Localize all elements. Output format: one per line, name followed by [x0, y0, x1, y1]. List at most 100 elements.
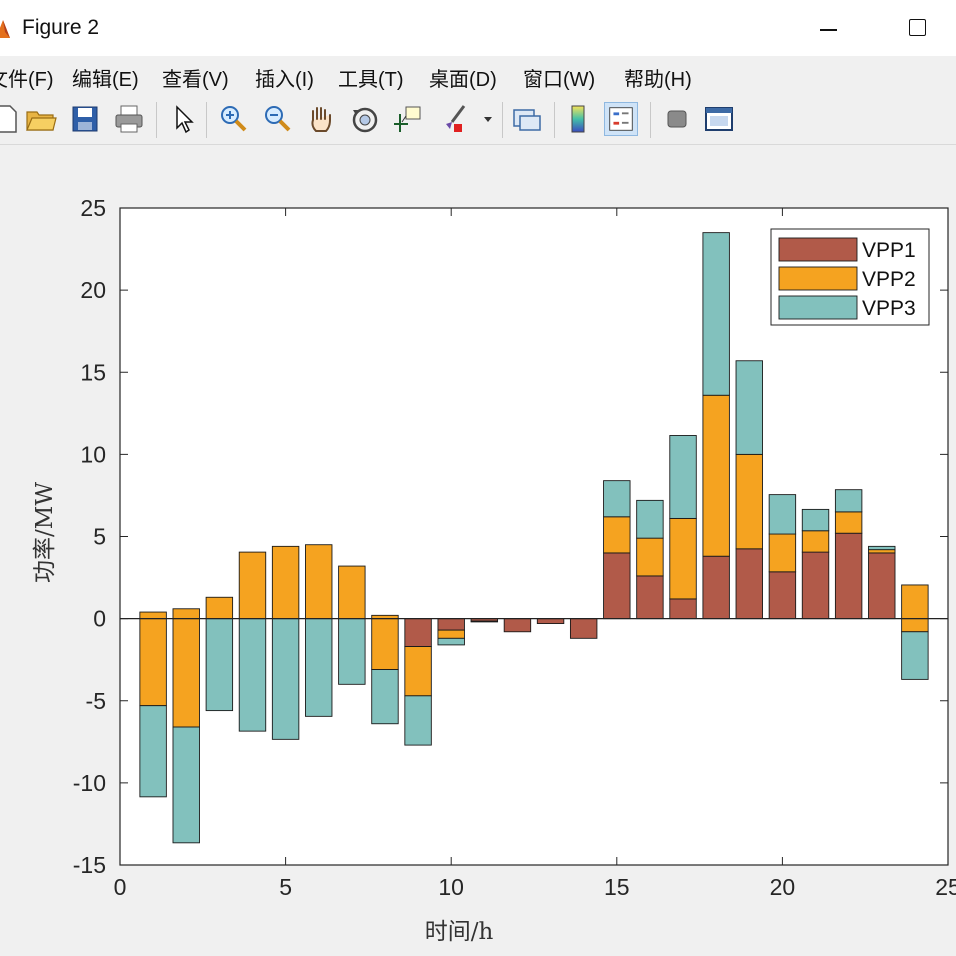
legend-swatch-vpp3 — [778, 295, 858, 320]
legend-swatch-vpp2 — [778, 266, 858, 291]
bar-vpp2 — [172, 608, 200, 620]
menu-tools[interactable]: 工具(T) — [338, 69, 404, 91]
bar-vpp1 — [768, 571, 797, 620]
x-tick-label: 10 — [438, 874, 464, 900]
hide-tools-icon[interactable] — [660, 102, 694, 136]
new-file-icon[interactable] — [0, 102, 22, 136]
window-title: Figure 2 — [22, 16, 100, 39]
bar-vpp3 — [404, 695, 432, 746]
x-axis-label: 时间/h — [425, 919, 494, 945]
bar-vpp2 — [768, 533, 797, 573]
legend-label-vpp1: VPP1 — [862, 239, 916, 262]
bar-vpp2 — [702, 394, 730, 557]
bar-vpp2 — [238, 551, 267, 620]
bar-vpp1 — [503, 618, 532, 633]
bar-vpp3 — [735, 360, 763, 455]
pan-hand-icon[interactable] — [304, 102, 338, 136]
bar-vpp3 — [669, 435, 697, 519]
bar-vpp1 — [669, 598, 697, 620]
bar-vpp3 — [603, 480, 631, 518]
bar-vpp3 — [470, 620, 499, 623]
zoom-out-icon[interactable] — [260, 102, 294, 136]
legend-swatch-vpp1 — [778, 237, 858, 262]
bar-vpp2 — [172, 618, 200, 728]
zoom-in-icon[interactable] — [216, 102, 250, 136]
x-tick-label: 15 — [604, 874, 630, 900]
bar-vpp1 — [868, 552, 896, 620]
legend-label-vpp2: VPP2 — [862, 268, 916, 291]
y-axis-label: 功率/MW — [32, 482, 58, 583]
bar-vpp1 — [801, 551, 830, 620]
bar-vpp2 — [305, 544, 333, 620]
colorbar-icon[interactable] — [562, 102, 596, 136]
menu-bar: 文件(F) 编辑(E) 查看(V) 插入(I) 工具(T) 桌面(D) 窗口(W… — [0, 56, 956, 96]
bar-vpp3 — [139, 705, 167, 798]
bar-vpp3 — [205, 618, 234, 712]
menu-view[interactable]: 查看(V) — [162, 69, 229, 91]
bar-vpp2 — [404, 646, 432, 697]
bar-vpp3 — [271, 618, 300, 740]
bar-vpp2 — [901, 618, 929, 633]
save-icon[interactable] — [68, 102, 102, 136]
x-tick-label: 5 — [279, 874, 292, 900]
bar-vpp2 — [338, 565, 366, 620]
y-tick-label: -15 — [73, 852, 106, 878]
y-tick-label: -10 — [73, 770, 106, 796]
legend-icon[interactable] — [604, 102, 638, 136]
menu-edit[interactable]: 编辑(E) — [72, 69, 139, 91]
y-tick-label: 5 — [93, 524, 106, 550]
toolbar-separator — [206, 102, 207, 138]
bar-vpp2 — [735, 453, 763, 550]
menu-help[interactable]: 帮助(H) — [624, 69, 692, 91]
rotate-3d-icon[interactable] — [348, 102, 382, 136]
dropdown-arrow-icon[interactable] — [478, 102, 498, 136]
bar-vpp2 — [371, 618, 399, 670]
x-tick-label: 20 — [770, 874, 796, 900]
bar-vpp1 — [702, 555, 730, 620]
toolbar-separator — [156, 102, 157, 138]
bar-vpp1 — [834, 532, 863, 620]
y-tick-label: 10 — [80, 441, 106, 467]
maximize-button[interactable] — [898, 10, 938, 46]
print-icon[interactable] — [112, 102, 146, 136]
bar-vpp3 — [172, 726, 200, 844]
bar-vpp3 — [238, 618, 267, 732]
x-tick-label: 25 — [935, 874, 956, 900]
data-cursor-icon[interactable] — [392, 102, 426, 136]
bar-vpp3 — [834, 489, 863, 513]
bar-vpp1 — [735, 548, 763, 620]
bar-vpp2 — [636, 537, 664, 577]
pointer-icon[interactable] — [166, 102, 200, 136]
bar-vpp1 — [536, 618, 565, 625]
bar-chart: 0 5 10 15 20 25 -15 -10 -5 0 5 10 15 20 25 时间/h 功率/MW VP… — [32, 195, 956, 945]
bar-vpp2 — [868, 549, 896, 554]
bar-vpp3 — [702, 232, 730, 396]
bar-vpp3 — [371, 669, 399, 725]
minimize-button[interactable] — [808, 10, 848, 46]
y-tick-label: -5 — [86, 688, 106, 714]
menu-desktop[interactable]: 桌面(D) — [429, 69, 497, 91]
bar-vpp3 — [636, 499, 664, 539]
bar-vpp2 — [437, 629, 465, 639]
menu-window[interactable]: 窗口(W) — [523, 69, 596, 91]
bar-vpp2 — [669, 517, 697, 600]
bar-vpp3 — [768, 494, 797, 535]
menu-insert[interactable]: 插入(I) — [255, 69, 314, 91]
bar-vpp1 — [569, 618, 598, 639]
bar-vpp1 — [636, 575, 664, 620]
brush-icon[interactable] — [438, 102, 472, 136]
dock-icon[interactable] — [702, 102, 736, 136]
bar-vpp2 — [139, 618, 167, 707]
bar-vpp2 — [901, 584, 929, 620]
bar-vpp2 — [271, 545, 300, 620]
bar-vpp2 — [834, 511, 863, 534]
y-tick-label: 25 — [80, 195, 106, 221]
menu-file[interactable]: 文件(F) — [0, 69, 54, 91]
link-plot-icon[interactable] — [510, 102, 544, 136]
toolbar-separator — [502, 102, 503, 138]
bar-vpp1 — [603, 552, 631, 620]
bar-vpp1 — [437, 618, 465, 631]
open-folder-icon[interactable] — [24, 102, 58, 136]
bar-vpp2 — [139, 611, 167, 620]
bar-vpp3 — [901, 631, 929, 680]
